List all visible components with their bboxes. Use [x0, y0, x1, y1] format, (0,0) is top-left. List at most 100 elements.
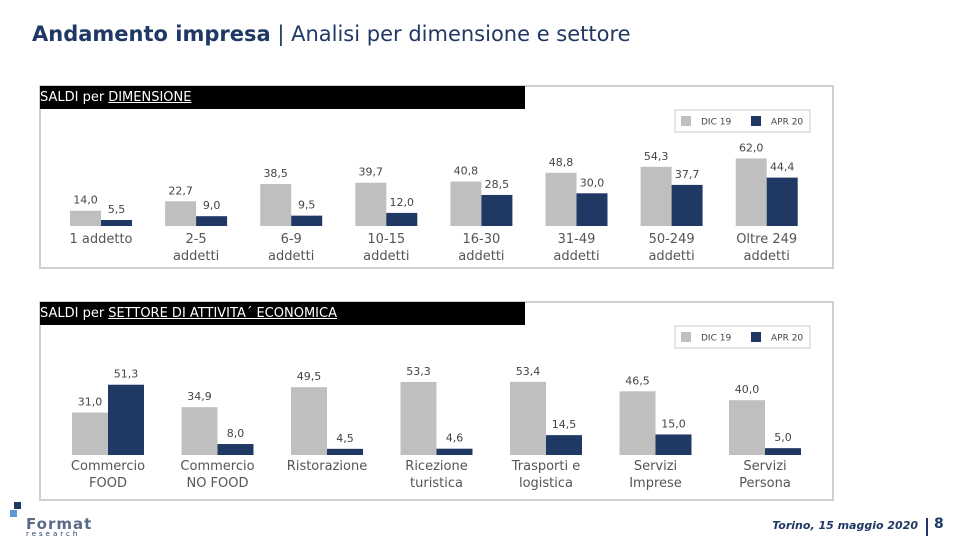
legend-box [674, 325, 811, 349]
category-label: Trasporti e logistica [511, 459, 581, 491]
category-label: Ricezione turistica [405, 459, 468, 491]
bar [70, 210, 101, 226]
footer-divider [926, 518, 928, 536]
legend-swatch [681, 332, 691, 342]
bar [327, 448, 363, 455]
category-label: Oltre 249 addetti [736, 232, 798, 264]
category-label: Commercio FOOD [70, 459, 146, 491]
bar [436, 448, 473, 455]
bar [481, 194, 513, 226]
bar [545, 172, 577, 226]
category-label: 31-49 addetti [553, 232, 600, 264]
bar [108, 384, 144, 455]
section-prefix: SALDI per [40, 306, 105, 321]
value-label: 15,0 [661, 417, 686, 430]
value-label: 30,0 [580, 176, 605, 189]
bar [640, 166, 672, 226]
value-label: 53,4 [516, 365, 541, 378]
title: Andamento impresa [32, 22, 271, 46]
category-label: 10-15 addetti [363, 232, 410, 264]
value-label: 12,0 [390, 196, 415, 209]
section-prefix: SALDI per [40, 90, 105, 105]
section-header: SALDI per DIMENSIONE [40, 86, 525, 109]
bar [400, 381, 437, 455]
value-label: 14,5 [552, 418, 577, 431]
bar [165, 201, 197, 226]
value-label: 5,5 [108, 203, 126, 216]
value-label: 31,0 [78, 396, 103, 409]
legend-swatch [751, 116, 761, 126]
value-label: 5,0 [774, 431, 792, 444]
section-title: SETTORE DI ATTIVITA´ ECONOMICA [108, 306, 337, 321]
value-label: 62,0 [739, 141, 764, 154]
category-label: 2-5 addetti [172, 232, 220, 264]
category-label: 16-30 addetti [458, 232, 505, 264]
bar [181, 407, 218, 455]
bar [655, 434, 692, 455]
bar [196, 216, 228, 226]
bar [291, 215, 323, 226]
value-label: 4,5 [336, 432, 354, 445]
bar [729, 400, 765, 455]
bar [260, 184, 292, 226]
value-label: 14,0 [73, 194, 98, 207]
value-label: 39,7 [359, 166, 384, 179]
category-label: Commercio NO FOOD [180, 459, 255, 491]
bar [386, 212, 418, 226]
category-label: Ristorazione [286, 459, 368, 474]
legend-swatch [681, 116, 691, 126]
logo-mark [14, 502, 21, 509]
value-label: 38,5 [263, 167, 288, 180]
value-label: 37,7 [675, 168, 700, 181]
value-label: 34,9 [187, 390, 212, 403]
legend-label: APR 20 [771, 334, 803, 344]
section-header: SALDI per SETTORE DI ATTIVITA´ ECONOMICA [40, 302, 525, 325]
bar [766, 177, 798, 226]
title-separator: | [277, 22, 285, 46]
subtitle: Analisi per dimensione e settore [291, 22, 631, 46]
value-label: 9,5 [298, 199, 316, 212]
value-label: 44,4 [770, 161, 795, 174]
footer-date: Torino, 15 maggio 2020 [772, 519, 918, 532]
value-label: 22,7 [168, 184, 193, 197]
value-label: 9,0 [203, 199, 221, 212]
bar [101, 220, 132, 226]
legend-swatch [751, 332, 761, 342]
value-label: 46,5 [625, 374, 650, 387]
value-label: 40,8 [454, 165, 479, 178]
value-label: 8,0 [227, 427, 245, 440]
value-label: 51,3 [114, 368, 139, 381]
logo-sub: research [26, 530, 81, 538]
legend-box [674, 109, 811, 133]
value-label: 49,5 [297, 370, 322, 383]
logo: Format [26, 515, 93, 533]
category-label: 6-9 addetti [268, 232, 315, 264]
bar [291, 387, 327, 455]
page-number: 8 [934, 516, 944, 532]
bar [72, 412, 108, 455]
category-label: Servizi Persona [739, 459, 791, 491]
value-label: 28,5 [485, 178, 510, 191]
value-label: 4,6 [446, 432, 464, 445]
legend-label: DIC 19 [701, 118, 731, 128]
bar [546, 435, 582, 455]
value-label: 54,3 [644, 150, 669, 163]
bar [671, 184, 703, 226]
value-label: 48,8 [549, 156, 574, 169]
bar [619, 391, 656, 455]
value-label: 53,3 [406, 365, 431, 378]
legend-label: APR 20 [771, 118, 803, 128]
bar [735, 158, 767, 226]
bar [450, 181, 482, 226]
value-label: 40,0 [735, 383, 760, 396]
bar [576, 193, 608, 226]
legend-label: DIC 19 [701, 334, 731, 344]
slide-title: Andamento impresa | Analisi per dimensio… [32, 22, 631, 46]
category-label: 1 addetto [69, 232, 133, 247]
bar [765, 448, 801, 455]
section-title: DIMENSIONE [108, 90, 192, 105]
category-label: Servizi Imprese [629, 459, 682, 491]
bar [355, 182, 387, 226]
